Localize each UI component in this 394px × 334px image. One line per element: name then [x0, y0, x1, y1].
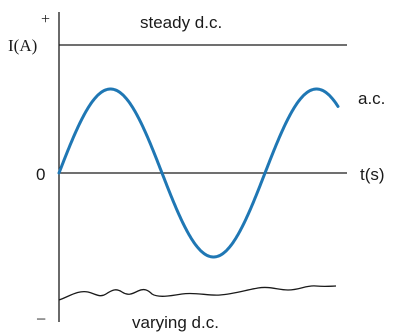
y-axis-label: I(A) [8, 36, 37, 55]
zero-label: 0 [36, 165, 45, 184]
ac-label: a.c. [358, 89, 385, 108]
plus-sign: + [41, 11, 50, 28]
minus-sign: − [36, 309, 46, 329]
steady-dc-label: steady d.c. [140, 13, 222, 32]
x-axis-label: t(s) [360, 165, 385, 184]
varying-dc-label: varying d.c. [132, 313, 219, 332]
varying-dc-wave [58, 285, 337, 301]
ac-wave [57, 87, 340, 259]
